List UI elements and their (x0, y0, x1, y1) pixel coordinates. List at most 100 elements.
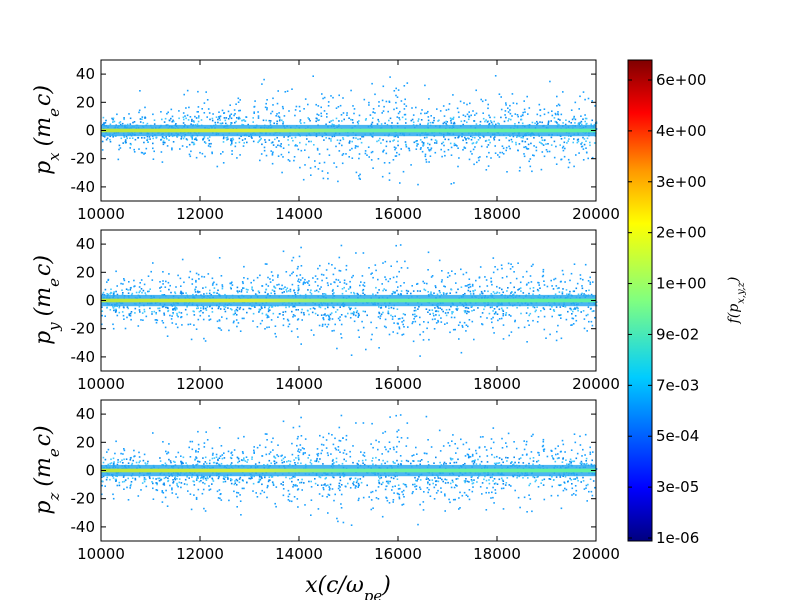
pz-scatter-point (193, 480, 195, 483)
py-scatter-point (157, 307, 159, 310)
pz-scatter-point (411, 492, 414, 495)
py-scatter-point (496, 291, 499, 294)
pz-scatter-point (290, 500, 293, 503)
pz-scatter-point (220, 462, 223, 465)
px-scatter-point (511, 93, 514, 95)
py-scatter-point (490, 293, 493, 295)
px-scatter-point (247, 123, 249, 126)
px-scatter-point (185, 117, 187, 120)
pz-scatter-point (375, 456, 377, 459)
py-scatter-point (159, 287, 161, 289)
py-scatter-point (492, 310, 494, 312)
px-scatter-point (239, 154, 241, 156)
py-scatter-point (131, 292, 134, 295)
px-scatter-point (424, 84, 426, 87)
pz-scatter-point (217, 477, 220, 480)
px-scatter-point (171, 147, 173, 149)
py-scatter-point (532, 263, 534, 266)
py-scatter-point (502, 291, 504, 294)
py-scatter-point (139, 290, 141, 292)
px-scatter-point (294, 144, 296, 147)
px-scatter-point (304, 149, 306, 151)
px-scatter-point (358, 157, 360, 160)
pz-scatter-point (557, 453, 559, 455)
px-scatter-point (398, 117, 400, 119)
py-scatter-point (442, 310, 444, 313)
py-scatter-point (353, 312, 355, 314)
py-scatter-point (464, 306, 467, 309)
py-scatter-point (329, 313, 332, 316)
px-scatter-point (282, 123, 284, 125)
pz-scatter-point (454, 443, 456, 445)
pz-scatter-point (471, 480, 473, 482)
py-scatter-point (397, 318, 400, 320)
pz-scatter-point (562, 457, 564, 459)
pz-scatter-point (532, 463, 534, 466)
py-scatter-point (217, 327, 220, 329)
px-scatter-point (206, 99, 209, 101)
pz-scatter-point (502, 461, 504, 464)
px-scatter-point (332, 119, 334, 122)
px-scatter-point (222, 141, 225, 143)
py-scatter-point (328, 262, 330, 265)
px-scatter-point (281, 119, 283, 122)
px-scatter-point (250, 136, 253, 138)
px-scatter-point (277, 155, 280, 157)
pz-scatter-point (317, 484, 319, 486)
py-scatter-point (592, 310, 595, 312)
px-scatter-point (226, 136, 229, 138)
px-scatter-point (272, 104, 274, 106)
py-scatter-point (438, 314, 440, 317)
py-scatter-point (333, 306, 335, 309)
py-scatter-point (423, 282, 426, 284)
py-scatter-point (425, 308, 428, 310)
py-scatter-point (537, 289, 540, 292)
pz-scatter-point (297, 435, 299, 438)
py-scatter-point (124, 327, 127, 330)
py-scatter-point (528, 292, 530, 295)
py-scatter-point (324, 307, 327, 310)
px-scatter-point (467, 118, 470, 121)
px-scatter-point (473, 163, 475, 166)
py-scatter-point (106, 307, 108, 309)
pz-scatter-point (261, 483, 263, 486)
pz-scatter-point (226, 476, 229, 478)
px-scatter-point (523, 153, 525, 155)
pz-scatter-point (449, 457, 452, 459)
px-scatter-point (494, 145, 496, 147)
pz-scatter-point (389, 448, 391, 450)
px-scatter-point (175, 123, 177, 125)
py-scatter-point (348, 306, 350, 309)
py-scatter-point (169, 314, 171, 317)
px-scatter-point (557, 118, 560, 120)
py-scatter-point (306, 309, 309, 312)
pz-scatter-point (382, 481, 384, 484)
py-scatter-point (112, 327, 115, 330)
py-scatter-point (565, 289, 568, 291)
py-scatter-point (581, 285, 583, 287)
pz-scatter-point (334, 493, 336, 496)
py-scatter-point (498, 287, 501, 289)
pz-scatter-point (423, 452, 426, 454)
py-scatter-point (473, 309, 475, 311)
py-scatter-point (562, 273, 565, 276)
px-scatter-point (528, 160, 530, 163)
pz-scatter-point (119, 461, 122, 463)
px-scatter-point (207, 145, 210, 147)
pz-scatter-point (529, 457, 531, 460)
pz-scatter-point (517, 496, 520, 499)
px-scatter-point (231, 153, 233, 155)
pz-scatter-point (287, 489, 290, 492)
py-scatter-point (508, 314, 511, 316)
py-scatter-point (220, 275, 223, 277)
pz-scatter-point (302, 452, 305, 454)
pz-scatter-point (195, 496, 198, 499)
py-scatter-point (267, 308, 270, 310)
pz-scatter-point (589, 453, 592, 455)
px-scatter-point (472, 148, 475, 151)
py-scatter-point (543, 284, 546, 286)
pz-scatter-point (254, 463, 257, 465)
pz-scatter-point (310, 459, 312, 461)
px-scatter-point (272, 144, 275, 146)
pz-scatter-point (114, 452, 116, 455)
